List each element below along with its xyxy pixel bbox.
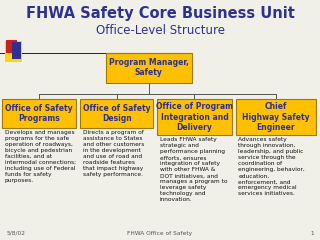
Text: Develops and manages
programs for the safe
operation of roadways,
bicycle and pe: Develops and manages programs for the sa… <box>5 130 76 183</box>
FancyBboxPatch shape <box>12 42 21 59</box>
Text: Directs a program of
assistance to States
and other customers
in the development: Directs a program of assistance to State… <box>83 130 145 177</box>
Text: Office of Program
Integration and
Delivery: Office of Program Integration and Delive… <box>156 102 233 132</box>
FancyBboxPatch shape <box>80 99 153 128</box>
Text: Office of Safety
Programs: Office of Safety Programs <box>5 104 73 123</box>
FancyBboxPatch shape <box>2 99 76 128</box>
Text: Office of Safety
Design: Office of Safety Design <box>83 104 151 123</box>
Text: 5/8/02: 5/8/02 <box>6 231 25 236</box>
Text: Office-Level Structure: Office-Level Structure <box>95 24 225 36</box>
Text: Advances safety
through innovation,
leadership, and public
service through the
c: Advances safety through innovation, lead… <box>238 137 305 196</box>
Text: Leads FHWA safety
strategic and
performance planning
efforts, ensures
integratio: Leads FHWA safety strategic and performa… <box>160 137 228 202</box>
FancyBboxPatch shape <box>236 99 316 135</box>
FancyBboxPatch shape <box>5 41 22 62</box>
FancyBboxPatch shape <box>6 40 17 53</box>
FancyBboxPatch shape <box>157 99 232 135</box>
Text: FHWA Safety Core Business Unit: FHWA Safety Core Business Unit <box>26 6 294 21</box>
Text: Program Manager,
Safety: Program Manager, Safety <box>109 58 189 78</box>
Text: 1: 1 <box>310 231 314 236</box>
Text: FHWA Office of Safety: FHWA Office of Safety <box>127 231 193 236</box>
Text: Chief
Highway Safety
Engineer: Chief Highway Safety Engineer <box>242 102 310 132</box>
FancyBboxPatch shape <box>106 53 192 83</box>
